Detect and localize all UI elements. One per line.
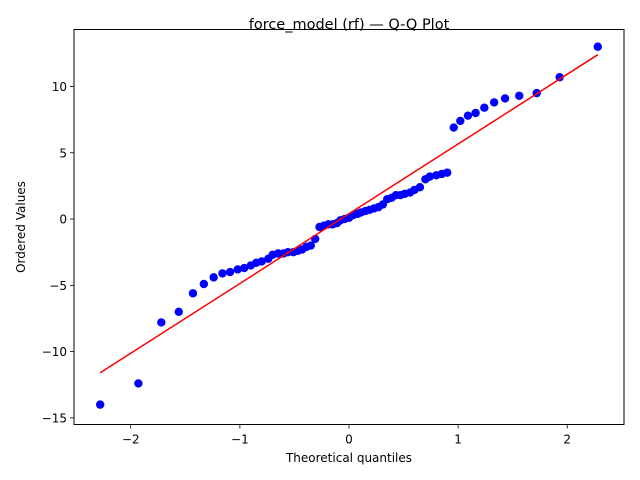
- data-point: [415, 183, 425, 192]
- y-tick-label: −5: [49, 279, 67, 293]
- x-tick-label: −1: [231, 433, 249, 447]
- plot-area: [95, 42, 603, 409]
- x-tick-label: 2: [563, 433, 571, 447]
- data-point: [95, 400, 105, 409]
- data-point: [443, 168, 452, 177]
- y-tick-label: 5: [59, 146, 67, 160]
- data-point: [471, 108, 480, 118]
- plot-frame: [73, 29, 625, 425]
- y-tick-label: −10: [42, 345, 67, 359]
- x-tick-label: −2: [122, 433, 140, 447]
- data-point: [306, 241, 316, 250]
- data-point: [489, 98, 499, 107]
- data-point: [500, 94, 510, 103]
- y-tick-label: 0: [59, 213, 67, 227]
- data-point: [257, 257, 266, 266]
- x-tick-label: 1: [454, 433, 462, 447]
- data-point: [199, 279, 209, 289]
- data-point: [555, 73, 564, 82]
- chart-title: force_model (rf) — Q-Q Plot: [249, 17, 450, 33]
- data-point: [449, 123, 458, 132]
- data-point: [174, 307, 183, 317]
- data-point: [218, 269, 227, 278]
- data-point: [157, 318, 166, 327]
- data-point: [456, 116, 465, 126]
- data-point: [515, 91, 524, 100]
- data-point: [225, 267, 235, 277]
- data-point: [425, 172, 434, 181]
- y-axis-label: Ordered Values: [14, 181, 28, 273]
- y-tick-label: −15: [42, 411, 67, 425]
- data-point: [480, 103, 489, 112]
- y-tick-label: 10: [52, 80, 67, 94]
- fit-line: [99, 54, 599, 374]
- x-axis-label: Theoretical quantiles: [285, 451, 412, 465]
- data-point: [134, 379, 143, 388]
- data-point: [463, 111, 473, 120]
- data-point: [240, 263, 249, 273]
- data-point: [233, 265, 242, 274]
- data-point: [188, 289, 198, 298]
- x-tick-label: 0: [345, 433, 353, 447]
- data-point: [593, 42, 603, 51]
- data-point: [209, 273, 218, 282]
